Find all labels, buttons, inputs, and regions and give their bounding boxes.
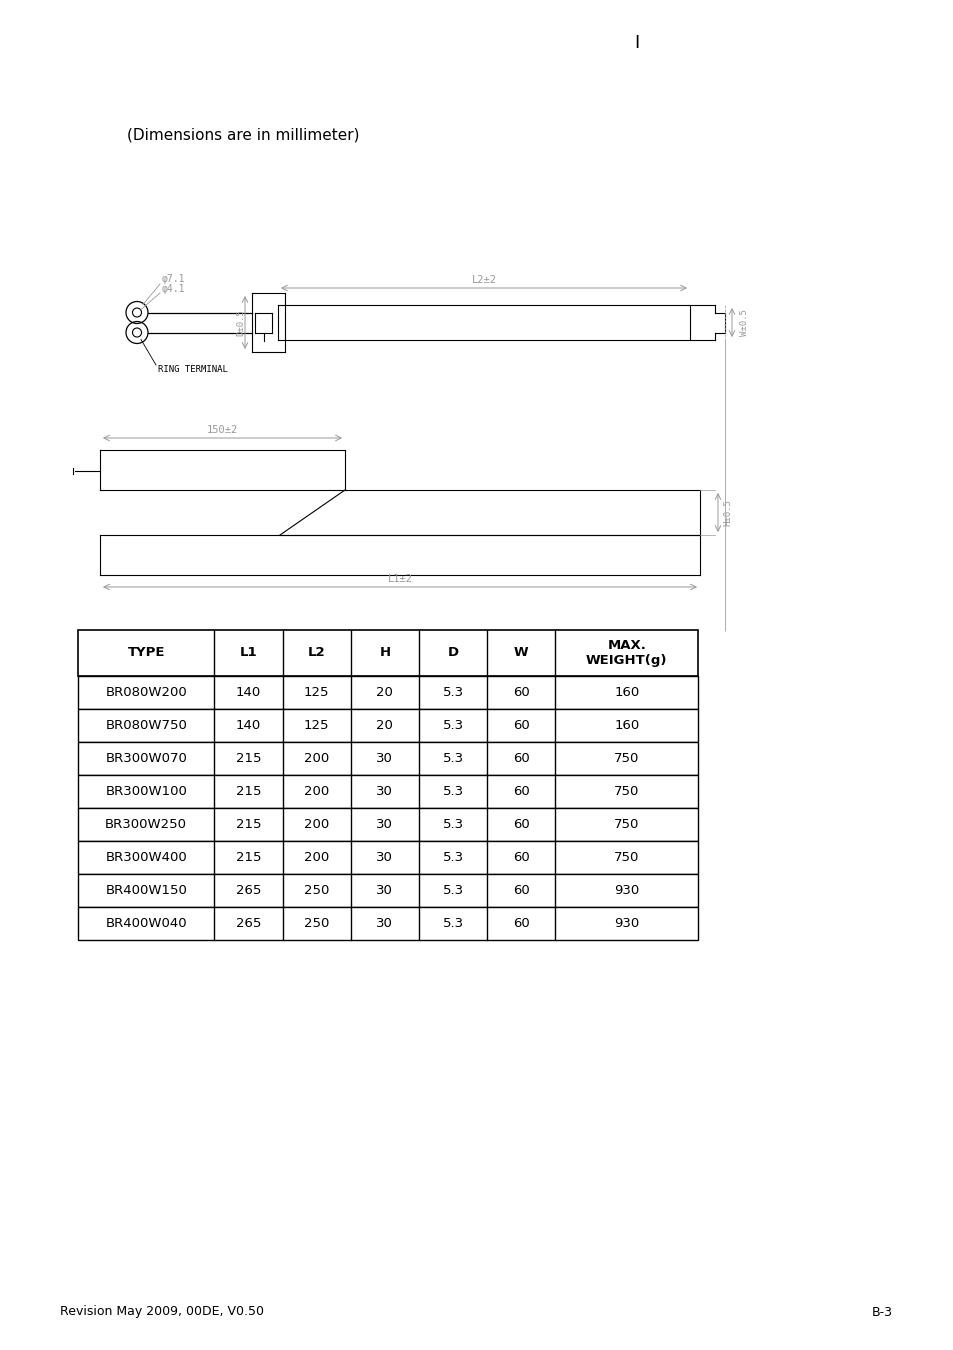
Text: 60: 60 xyxy=(513,818,529,832)
Text: 125: 125 xyxy=(304,686,329,699)
Text: 250: 250 xyxy=(304,884,329,896)
Text: 215: 215 xyxy=(235,818,261,832)
Text: 5.3: 5.3 xyxy=(442,818,463,832)
Text: 30: 30 xyxy=(376,884,393,896)
Text: BR080W750: BR080W750 xyxy=(105,720,187,732)
Text: 250: 250 xyxy=(304,917,329,930)
Text: D±0.5: D±0.5 xyxy=(236,309,245,336)
Text: 150±2: 150±2 xyxy=(207,425,238,435)
Text: 215: 215 xyxy=(235,850,261,864)
Text: 200: 200 xyxy=(304,850,329,864)
Text: 265: 265 xyxy=(235,884,261,896)
Text: 60: 60 xyxy=(513,884,529,896)
Text: RING TERMINAL: RING TERMINAL xyxy=(158,364,228,374)
Bar xyxy=(78,630,698,676)
Text: 930: 930 xyxy=(614,884,639,896)
Text: 750: 750 xyxy=(614,752,639,765)
Text: MAX.
WEIGHT(g): MAX. WEIGHT(g) xyxy=(585,639,667,667)
Text: 30: 30 xyxy=(376,818,393,832)
Text: 140: 140 xyxy=(235,686,261,699)
Text: 60: 60 xyxy=(513,784,529,798)
Text: L2±2: L2±2 xyxy=(471,275,496,285)
Text: TYPE: TYPE xyxy=(128,647,165,660)
Text: 5.3: 5.3 xyxy=(442,720,463,732)
Text: 200: 200 xyxy=(304,784,329,798)
Text: L1±2: L1±2 xyxy=(387,574,412,585)
Text: 5.3: 5.3 xyxy=(442,784,463,798)
Text: W: W xyxy=(514,647,528,660)
Text: BR300W400: BR300W400 xyxy=(105,850,187,864)
Text: 30: 30 xyxy=(376,784,393,798)
Text: Revision May 2009, 00DE, V0.50: Revision May 2009, 00DE, V0.50 xyxy=(60,1305,264,1319)
Text: 200: 200 xyxy=(304,818,329,832)
Bar xyxy=(78,907,698,940)
Text: 200: 200 xyxy=(304,752,329,765)
Text: D: D xyxy=(447,647,458,660)
Text: 750: 750 xyxy=(614,818,639,832)
Text: 750: 750 xyxy=(614,784,639,798)
Text: 160: 160 xyxy=(614,686,639,699)
Bar xyxy=(78,775,698,809)
Text: 215: 215 xyxy=(235,784,261,798)
Bar xyxy=(78,709,698,742)
Bar xyxy=(78,841,698,873)
Text: 5.3: 5.3 xyxy=(442,752,463,765)
Bar xyxy=(78,873,698,907)
Text: W±0.5: W±0.5 xyxy=(740,309,749,336)
Text: BR300W070: BR300W070 xyxy=(105,752,187,765)
Text: 30: 30 xyxy=(376,850,393,864)
Text: I: I xyxy=(634,34,639,53)
Text: 750: 750 xyxy=(614,850,639,864)
Text: 60: 60 xyxy=(513,917,529,930)
Text: 930: 930 xyxy=(614,917,639,930)
Text: 125: 125 xyxy=(304,720,329,732)
Text: 60: 60 xyxy=(513,686,529,699)
Text: BR080W200: BR080W200 xyxy=(105,686,187,699)
Text: 5.3: 5.3 xyxy=(442,917,463,930)
Text: 140: 140 xyxy=(235,720,261,732)
Text: L2: L2 xyxy=(308,647,325,660)
Text: H: H xyxy=(379,647,390,660)
Bar xyxy=(78,809,698,841)
Text: BR400W150: BR400W150 xyxy=(105,884,187,896)
Text: BR400W040: BR400W040 xyxy=(105,917,187,930)
Text: B-3: B-3 xyxy=(871,1305,892,1319)
Text: 60: 60 xyxy=(513,720,529,732)
Text: 215: 215 xyxy=(235,752,261,765)
Text: 20: 20 xyxy=(376,686,393,699)
Text: 30: 30 xyxy=(376,917,393,930)
Text: 160: 160 xyxy=(614,720,639,732)
Text: BR300W250: BR300W250 xyxy=(105,818,187,832)
Bar xyxy=(78,676,698,709)
Text: φ4.1: φ4.1 xyxy=(162,284,185,294)
Text: L1: L1 xyxy=(239,647,257,660)
Text: 5.3: 5.3 xyxy=(442,850,463,864)
Text: 265: 265 xyxy=(235,917,261,930)
Text: 20: 20 xyxy=(376,720,393,732)
Text: H±0.5: H±0.5 xyxy=(722,500,732,526)
Text: φ7.1: φ7.1 xyxy=(162,274,185,284)
Text: 5.3: 5.3 xyxy=(442,686,463,699)
Text: 30: 30 xyxy=(376,752,393,765)
Bar xyxy=(78,743,698,775)
Text: BR300W100: BR300W100 xyxy=(105,784,187,798)
Text: (Dimensions are in millimeter): (Dimensions are in millimeter) xyxy=(127,127,359,143)
Text: 60: 60 xyxy=(513,752,529,765)
Text: 5.3: 5.3 xyxy=(442,884,463,896)
Text: 60: 60 xyxy=(513,850,529,864)
